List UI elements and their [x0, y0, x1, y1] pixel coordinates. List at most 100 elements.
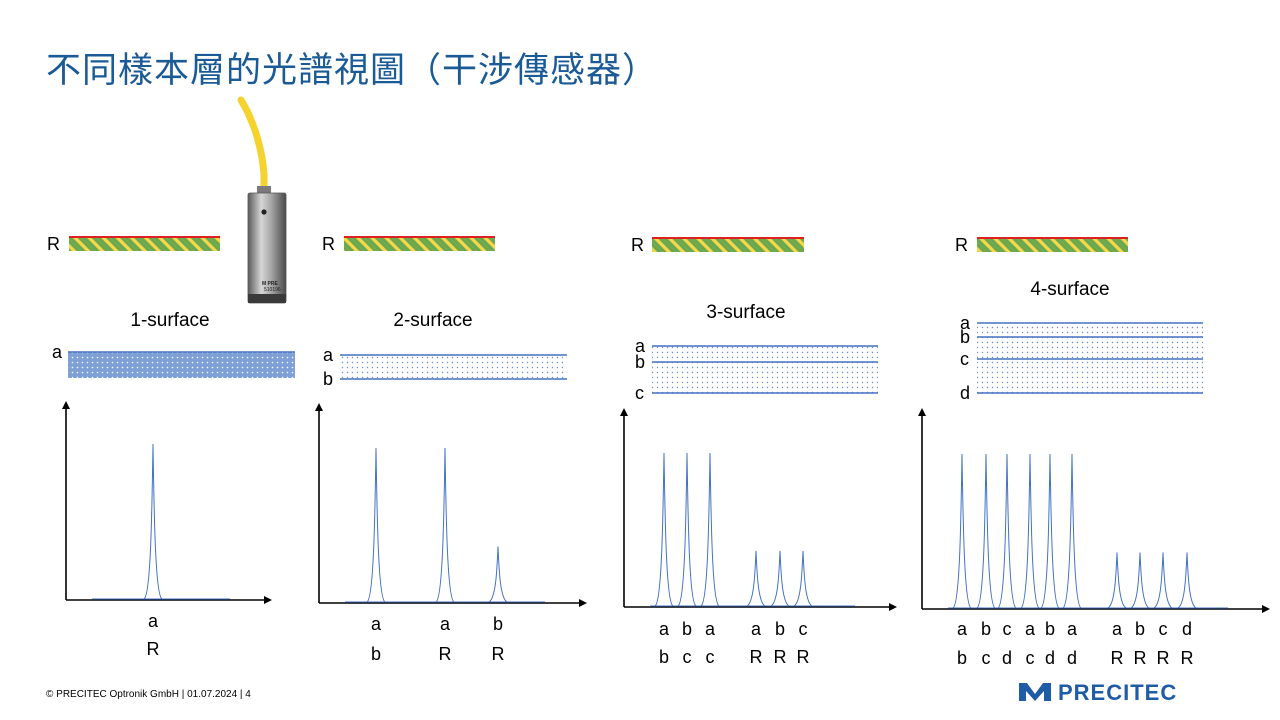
peak-label-top: d: [1182, 619, 1192, 639]
peak-label-bottom: R: [1134, 648, 1147, 668]
sensor-tip: [248, 294, 286, 303]
spectrum-peak-cR: [793, 550, 813, 607]
peak-label-bottom: c: [683, 647, 692, 667]
peak-label-top: b: [493, 614, 503, 634]
panel-title: 4-surface: [1030, 279, 1109, 300]
sample-layer-fill: [340, 355, 567, 379]
precitec-logo-icon: [1019, 683, 1051, 701]
surface-label-a: a: [960, 313, 971, 333]
peak-label-top: a: [1025, 619, 1036, 639]
panel-title: 3-surface: [706, 302, 785, 323]
spectrum-peak-dR: [1177, 552, 1197, 609]
spectrum-peak-bc: [677, 452, 697, 607]
spectrum-peak-bR: [770, 550, 790, 607]
surface-label-a: a: [635, 336, 646, 356]
spectrum-peak-ab: [366, 447, 386, 603]
reference-surface: [652, 238, 804, 252]
peak-label-bottom: c: [982, 648, 991, 668]
peak-label-bottom: b: [371, 644, 381, 664]
peak-label-top: b: [1045, 619, 1055, 639]
peak-label-bottom: b: [659, 647, 669, 667]
spectrum-peak-bc: [976, 453, 996, 609]
surface-label-b: b: [323, 369, 333, 389]
surface-label-c: c: [635, 383, 644, 403]
surface-label-d: d: [960, 383, 970, 403]
logo-wordmark: PRECITEC: [1058, 680, 1178, 705]
peak-label-top: a: [1112, 619, 1123, 639]
slide-title: 不同樣本層的光譜視圖（干涉傳感器）: [46, 51, 659, 91]
spectrum-peak-aR: [435, 447, 455, 603]
reference-label: R: [47, 234, 60, 254]
reference-label: R: [955, 235, 968, 255]
peak-label-top: b: [1135, 619, 1145, 639]
peak-label-bottom: d: [1067, 648, 1077, 668]
interferometric-sensor-probe-icon: M PRE 510196: [237, 96, 287, 304]
spectrum-peak-ad: [1062, 453, 1082, 609]
peak-label-top: b: [682, 619, 692, 639]
peak-label-bottom: R: [1157, 648, 1170, 668]
sensor-brand-mark: M PRE: [262, 281, 279, 287]
peak-label-top: a: [440, 614, 451, 634]
reference-label: R: [631, 235, 644, 255]
sensor-model-text: 510196: [264, 287, 281, 293]
spectrum-peak-aR: [1107, 552, 1127, 609]
sensor-cable: [237, 96, 268, 194]
panels-layer: R1-surfaceaaRR2-surfaceababaRbRR3-surfac…: [47, 234, 1270, 668]
spectrum-peak-aR: [746, 550, 766, 607]
peak-label-top: a: [148, 611, 159, 631]
peak-label-bottom: R: [774, 647, 787, 667]
spectrum-peak-bR: [488, 546, 508, 603]
panel-title: 2-surface: [393, 310, 472, 331]
sample-layer-fill: [652, 346, 878, 393]
spectrum-peak-ab: [654, 452, 674, 607]
sensor-status-led: [261, 209, 267, 215]
peak-label-top: a: [1067, 619, 1078, 639]
sample-layer-fill: [68, 352, 295, 378]
spectrum-peak-cd: [997, 453, 1017, 609]
surface-label-b: b: [635, 352, 645, 372]
spectrum-peak-ab: [952, 453, 972, 609]
peak-label-top: a: [957, 619, 968, 639]
peak-label-bottom: d: [1002, 648, 1012, 668]
peak-label-bottom: R: [439, 644, 452, 664]
peak-label-bottom: R: [1181, 648, 1194, 668]
peak-label-top: a: [659, 619, 670, 639]
peak-label-bottom: d: [1045, 648, 1055, 668]
surface-label-c: c: [960, 349, 969, 369]
sample-layer-fill: [977, 323, 1203, 393]
reference-label: R: [322, 234, 335, 254]
peak-label-bottom: R: [147, 639, 160, 659]
sensor-cable-gland: [257, 186, 271, 196]
reference-surface: [344, 237, 495, 251]
panel-title: 1-surface: [130, 310, 209, 331]
peak-label-bottom: b: [957, 648, 967, 668]
surface-label-b: b: [960, 327, 970, 347]
reference-surface: [69, 237, 220, 251]
footer-copyright: © PRECITEC Optronik GmbH | 01.07.2024 | …: [46, 689, 251, 700]
spectrum-peak-ac: [1020, 453, 1040, 609]
spectrum-peak-bd: [1040, 453, 1060, 609]
peak-label-top: c: [1003, 619, 1012, 639]
peak-label-bottom: R: [1111, 648, 1124, 668]
peak-label-bottom: c: [706, 647, 715, 667]
peak-label-bottom: R: [750, 647, 763, 667]
peak-label-bottom: R: [797, 647, 810, 667]
peak-label-top: a: [371, 614, 382, 634]
surface-label-a: a: [52, 342, 63, 362]
spectrum-peak-bR: [1130, 552, 1150, 609]
spectrum-peak-aR: [143, 443, 163, 600]
reference-surface: [977, 238, 1128, 252]
peak-label-top: c: [799, 619, 808, 639]
spectrum-peak-ac: [700, 452, 720, 607]
peak-label-bottom: R: [492, 644, 505, 664]
peak-label-top: c: [1159, 619, 1168, 639]
peak-label-top: b: [981, 619, 991, 639]
peak-label-bottom: c: [1026, 648, 1035, 668]
peak-label-top: b: [775, 619, 785, 639]
spectrum-peak-cR: [1153, 552, 1173, 609]
